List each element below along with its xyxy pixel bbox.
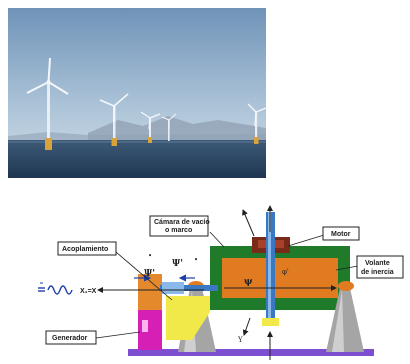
x-equals-label: X₁=X — [80, 288, 97, 295]
generator-label-box — [45, 330, 97, 345]
turbine-3 — [140, 111, 161, 143]
coupling-body — [166, 296, 210, 340]
coupling-label-box — [57, 241, 117, 256]
dot-mark-2: • — [194, 256, 198, 264]
dot-mark-1: • — [148, 252, 152, 260]
chamber-label-line2: o marco — [165, 227, 192, 234]
wind-farm-photo — [8, 8, 266, 178]
flywheel-label-line2: de inercia — [361, 269, 394, 276]
wave-input-icon — [38, 282, 73, 295]
flywheel-label-line1: Volante — [365, 260, 390, 267]
motor-label-box — [322, 226, 360, 241]
chamber-label-line1: Cámara de vacío — [154, 219, 210, 226]
flywheel-rotor — [222, 258, 338, 298]
chamber-label-box — [149, 215, 209, 237]
generator-lower — [138, 310, 162, 350]
psi-rotor-symbol: ψ — [244, 277, 253, 287]
coupling-label: Acoplamiento — [62, 246, 108, 253]
motor-label: Motor — [331, 231, 351, 238]
shaft-bearing — [262, 318, 279, 326]
turbine-2 — [99, 93, 129, 146]
base-plate — [128, 349, 374, 356]
turbine-5 — [247, 103, 266, 144]
support-right — [326, 281, 364, 352]
y-axis-symbol: Y — [237, 336, 243, 344]
generator-label: Generador — [52, 335, 88, 342]
generator-upper — [138, 274, 162, 310]
flywheel-label-box — [356, 255, 404, 279]
psi-left-symbol: Ψ' — [144, 269, 155, 279]
psi-mid-symbol: Ψ' — [172, 259, 183, 269]
horizontal-shaft — [160, 285, 218, 291]
turbine-4 — [161, 113, 177, 141]
turbine-1 — [26, 57, 69, 150]
phi-symbol: φ' — [282, 268, 289, 276]
